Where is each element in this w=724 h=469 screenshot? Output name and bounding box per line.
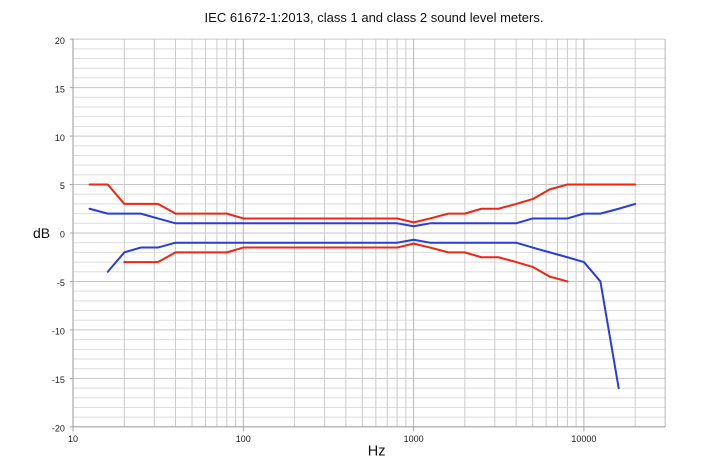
svg-text:100: 100 [236, 434, 251, 444]
svg-text:5: 5 [60, 181, 65, 191]
svg-text:10: 10 [68, 434, 78, 444]
svg-text:1000: 1000 [404, 434, 424, 444]
svg-text:-15: -15 [52, 375, 65, 385]
svg-text:10: 10 [55, 133, 65, 143]
svg-text:0: 0 [60, 230, 65, 240]
svg-text:-5: -5 [57, 278, 65, 288]
svg-text:10000: 10000 [571, 434, 596, 444]
svg-text:-10: -10 [52, 327, 65, 337]
svg-text:15: 15 [55, 84, 65, 94]
svg-text:20: 20 [55, 36, 65, 46]
svg-text:Hz: Hz [368, 444, 386, 460]
svg-text:dB: dB [33, 225, 50, 241]
svg-text:IEC 61672-1:2013, class 1 and: IEC 61672-1:2013, class 1 and class 2 so… [205, 10, 544, 25]
svg-text:-20: -20 [52, 424, 65, 434]
